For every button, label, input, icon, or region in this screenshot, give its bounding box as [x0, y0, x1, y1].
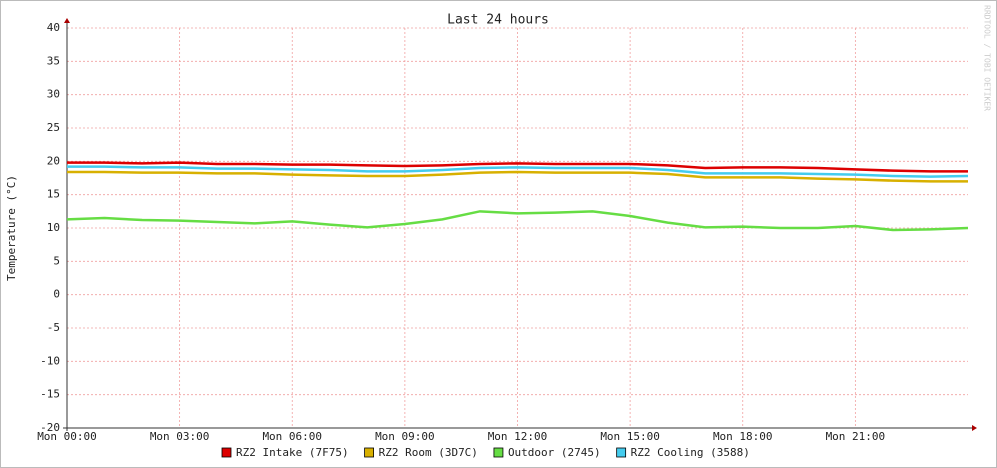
series-line [67, 170, 968, 183]
y-axis-arrow [64, 18, 70, 23]
y-tick-label: 5 [53, 254, 60, 267]
x-tick-label: Mon 09:00 [375, 430, 435, 443]
x-tick-label: Mon 03:00 [150, 430, 210, 443]
y-tick-label: -15 [40, 388, 60, 401]
y-axis-label: Temperature (°C) [5, 175, 18, 281]
legend-label: Outdoor (2745) [508, 446, 601, 459]
x-tick-label: Mon 12:00 [488, 430, 548, 443]
y-tick-label: 35 [47, 54, 60, 67]
legend-label: RZ2 Room (3D7C) [379, 446, 478, 459]
x-axis-arrow [972, 425, 977, 431]
chart-title: Last 24 hours [447, 13, 549, 28]
watermark: RRDTOOL / TOBI OETIKER [983, 5, 992, 111]
legend-label: RZ2 Cooling (3588) [631, 446, 750, 459]
y-tick-label: -5 [47, 321, 60, 334]
x-tick-label: Mon 00:00 [37, 430, 97, 443]
legend-label: RZ2 Intake (7F75) [236, 446, 349, 459]
y-tick-label: 20 [47, 154, 60, 167]
x-tick-label: Mon 18:00 [713, 430, 773, 443]
y-tick-label: 15 [47, 188, 60, 201]
series-line [67, 161, 968, 173]
y-tick-label: 30 [47, 88, 60, 101]
legend-swatch [221, 447, 232, 458]
x-tick-label: Mon 06:00 [262, 430, 322, 443]
y-tick-label: -20 [40, 421, 60, 434]
y-tick-label: 40 [47, 21, 60, 34]
legend-swatch [616, 447, 627, 458]
y-tick-label: -10 [40, 354, 60, 367]
legend-swatch [493, 447, 504, 458]
x-tick-label: Mon 15:00 [600, 430, 660, 443]
series-line [66, 210, 969, 232]
y-tick-label: 10 [47, 221, 60, 234]
series-line [67, 165, 969, 178]
y-tick-label: 0 [53, 288, 60, 301]
legend-swatch [364, 447, 374, 458]
x-tick-label: Mon 21:00 [826, 430, 886, 443]
y-tick-label: 25 [47, 121, 60, 134]
